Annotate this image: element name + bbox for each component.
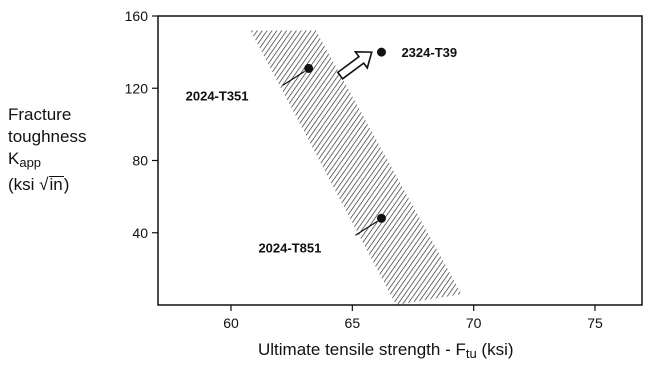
data-point-label: 2324-T39: [401, 45, 457, 60]
y-axis-label-units: (ksi √in): [8, 174, 86, 196]
data-point-label: 2024-T351: [186, 88, 249, 103]
x-axis-label: Ultimate tensile strength - Ftu (ksi): [258, 340, 514, 361]
data-point: [304, 63, 314, 73]
k-subscript: app: [19, 155, 42, 170]
x-axis-label-subscript: tu: [465, 346, 477, 361]
x-axis-label-unit: (ksi): [476, 340, 514, 359]
point-leader-line: [282, 70, 305, 86]
x-axis-label-main: Ultimate tensile strength - F: [258, 340, 466, 359]
data-point-label: 2024-T851: [258, 240, 321, 255]
x-tick-label: 70: [466, 315, 482, 331]
scatter-band: [250, 30, 462, 305]
units-suffix: ): [63, 175, 70, 194]
data-point: [376, 213, 386, 223]
x-tick-label: 65: [345, 315, 361, 331]
y-tick-label: 80: [132, 153, 148, 169]
y-axis-label-line1: Fracture: [8, 105, 72, 124]
y-axis-label-line2: toughness: [8, 127, 87, 146]
y-tick-label: 160: [125, 8, 149, 24]
y-tick-label: 40: [132, 225, 148, 241]
y-axis-label: Fracture toughness Kapp (ksi √in): [8, 104, 86, 196]
root-sign: √: [39, 175, 49, 194]
units-prefix: (ksi: [8, 175, 40, 194]
k-symbol: K: [8, 149, 20, 168]
root-content: in: [48, 175, 64, 194]
x-tick-label: 75: [587, 315, 603, 331]
point-leader-line: [355, 220, 378, 236]
y-axis-label-line3: Kapp: [8, 148, 86, 174]
data-point: [376, 47, 386, 57]
trend-arrow: [336, 51, 373, 80]
x-tick-label: 60: [223, 315, 239, 331]
y-tick-label: 120: [125, 80, 149, 96]
